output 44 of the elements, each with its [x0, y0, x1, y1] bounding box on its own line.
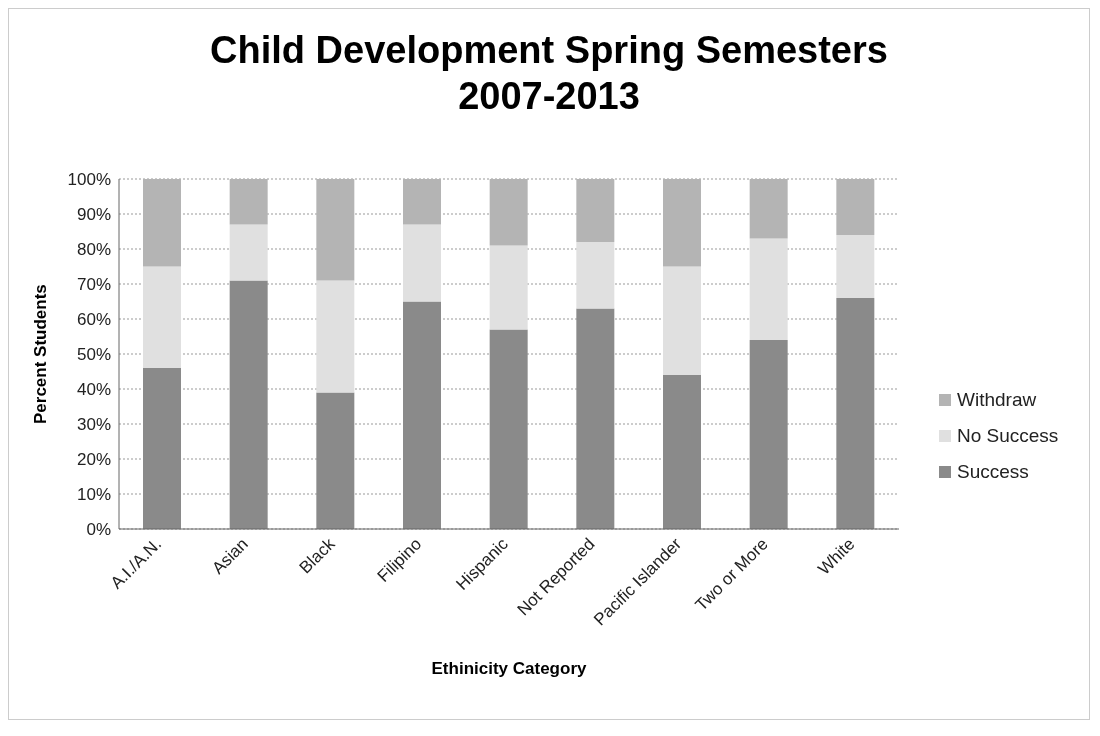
y-tick-label: 40%: [76, 380, 111, 400]
bar: [403, 224, 441, 302]
y-tick-label: 60%: [76, 310, 111, 330]
bar: [403, 301, 441, 529]
y-tick-label: 80%: [76, 240, 111, 260]
bar: [316, 392, 355, 529]
bar: [749, 238, 788, 340]
bar: [316, 280, 355, 393]
bar: [229, 280, 268, 529]
bar: [576, 179, 615, 242]
bar: [489, 179, 528, 246]
y-tick-label: 100%: [67, 170, 111, 190]
bar: [316, 179, 355, 281]
bar: [403, 179, 441, 225]
y-tick-label: 0%: [86, 520, 111, 540]
y-tick-label: 70%: [76, 275, 111, 295]
bar: [663, 179, 701, 267]
y-axis-title: Percent Students: [31, 284, 51, 424]
bar: [489, 245, 528, 330]
legend-label: Success: [956, 461, 1030, 483]
chart-title: Child Development Spring Semesters 2007-2013: [209, 28, 889, 119]
bar: [229, 179, 268, 225]
bar: [836, 179, 875, 235]
bar: [836, 298, 875, 529]
bar: [663, 266, 701, 375]
y-tick-label: 90%: [76, 205, 111, 225]
bar: [143, 266, 181, 368]
y-tick-label: 30%: [76, 415, 111, 435]
bar: [576, 242, 615, 309]
bar: [143, 368, 181, 529]
bar: [663, 375, 701, 529]
legend-label: No Success: [956, 425, 1059, 447]
y-tick-label: 10%: [76, 485, 111, 505]
legend-label: Withdraw: [956, 389, 1038, 411]
bar: [836, 235, 875, 298]
bar: [229, 224, 268, 281]
bar: [576, 308, 615, 529]
y-tick-label: 50%: [76, 345, 111, 365]
x-axis-title: Ethinicity Category: [430, 659, 588, 679]
bar: [143, 179, 181, 267]
bar: [749, 340, 788, 529]
y-tick-label: 20%: [76, 450, 111, 470]
bar: [749, 179, 788, 239]
bar: [489, 329, 528, 529]
